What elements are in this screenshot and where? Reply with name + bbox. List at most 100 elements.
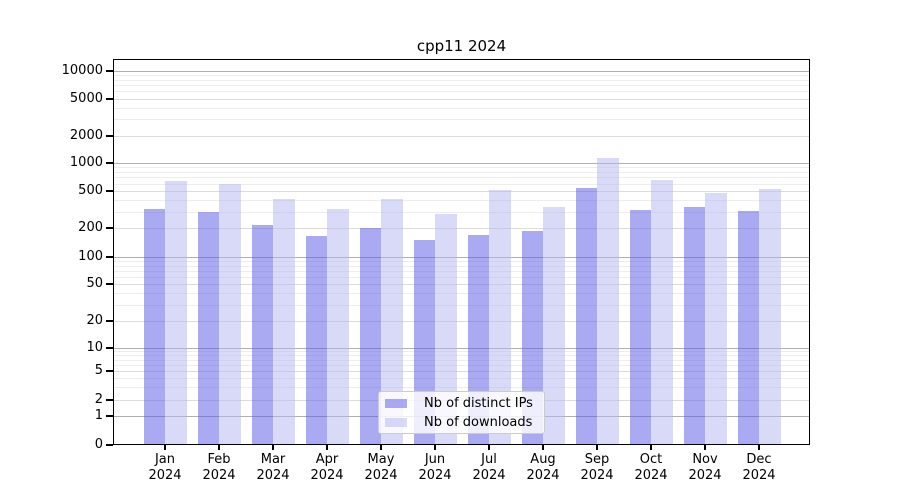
y-tick-10 bbox=[106, 347, 113, 349]
x-tick-jun bbox=[434, 445, 436, 450]
gridline-10000 bbox=[113, 71, 810, 72]
y-tick-label-5: 5 bbox=[94, 363, 103, 378]
gridline-400 bbox=[113, 200, 810, 201]
gridline-7 bbox=[113, 360, 810, 361]
y-tick-label-100: 100 bbox=[78, 249, 103, 264]
bar-distinct-ips-dec bbox=[737, 211, 760, 445]
gridline-3000 bbox=[113, 119, 810, 120]
gridline-7000 bbox=[113, 85, 810, 86]
x-tick-oct bbox=[650, 445, 652, 450]
gridline-90 bbox=[113, 261, 810, 262]
bar-distinct-ips-jan bbox=[143, 209, 166, 445]
gridline-30 bbox=[113, 305, 810, 306]
gridline-6000 bbox=[113, 91, 810, 92]
legend-item-downloads: Nb of downloads bbox=[379, 414, 544, 430]
gridline-6 bbox=[113, 365, 810, 366]
x-tick-feb bbox=[218, 445, 220, 450]
x-tick-sep bbox=[596, 445, 598, 450]
y-tick-500 bbox=[106, 190, 113, 192]
gridline-10 bbox=[113, 348, 810, 349]
y-tick-label-10: 10 bbox=[86, 340, 103, 355]
x-tick-jul bbox=[488, 445, 490, 450]
bar-distinct-ips-oct bbox=[629, 210, 652, 445]
y-tick-label-20: 20 bbox=[86, 313, 103, 328]
gridline-80 bbox=[113, 266, 810, 267]
legend-swatch-distinct-ips bbox=[385, 398, 407, 408]
bar-downloads-dec bbox=[759, 189, 781, 445]
bar-downloads-feb bbox=[219, 184, 241, 445]
gridline-5 bbox=[113, 371, 810, 372]
x-tick-label-sep: Sep 2024 bbox=[580, 452, 614, 483]
y-tick-2 bbox=[106, 399, 113, 401]
gridline-3 bbox=[113, 387, 810, 388]
x-tick-dec bbox=[758, 445, 760, 450]
y-tick-0 bbox=[106, 444, 113, 446]
bar-distinct-ips-feb bbox=[197, 212, 220, 445]
gridline-600 bbox=[113, 184, 810, 185]
x-tick-label-may: May 2024 bbox=[364, 452, 398, 483]
bar-downloads-nov bbox=[705, 193, 727, 445]
chart-title: cpp11 2024 bbox=[416, 37, 507, 55]
legend: Nb of distinct IPs Nb of downloads bbox=[378, 391, 545, 434]
x-tick-label-nov: Nov 2024 bbox=[688, 452, 722, 483]
y-tick-label-0: 0 bbox=[94, 437, 103, 452]
legend-swatch-downloads bbox=[385, 417, 407, 427]
y-tick-label-500: 500 bbox=[78, 183, 103, 198]
bar-distinct-ips-nov bbox=[683, 207, 706, 445]
x-tick-label-oct: Oct 2024 bbox=[634, 452, 668, 483]
x-tick-label-dec: Dec 2024 bbox=[742, 452, 776, 483]
bar-distinct-ips-may bbox=[359, 228, 382, 445]
x-tick-apr bbox=[326, 445, 328, 450]
bar-downloads-jan bbox=[165, 181, 187, 445]
x-tick-jan bbox=[164, 445, 166, 450]
gridline-9 bbox=[113, 351, 810, 352]
plot-area: Nb of distinct IPs Nb of downloads bbox=[113, 59, 810, 445]
gridline-200 bbox=[113, 228, 810, 229]
x-tick-mar bbox=[272, 445, 274, 450]
legend-label-downloads: Nb of downloads bbox=[424, 414, 533, 430]
gridline-1000 bbox=[113, 163, 810, 164]
bar-downloads-oct bbox=[651, 180, 673, 445]
bar-downloads-jun bbox=[435, 214, 457, 445]
y-tick-label-50: 50 bbox=[86, 276, 103, 291]
gridline-900 bbox=[113, 167, 810, 168]
x-tick-label-jun: Jun 2024 bbox=[418, 452, 452, 483]
y-tick-200 bbox=[106, 227, 113, 229]
x-tick-nov bbox=[704, 445, 706, 450]
gridline-50 bbox=[113, 284, 810, 285]
x-tick-label-feb: Feb 2024 bbox=[202, 452, 236, 483]
y-tick-1000 bbox=[106, 162, 113, 164]
y-tick-label-200: 200 bbox=[78, 220, 103, 235]
gridline-300 bbox=[113, 212, 810, 213]
x-tick-label-jan: Jan 2024 bbox=[148, 452, 182, 483]
y-tick-2000 bbox=[106, 135, 113, 137]
bar-distinct-ips-mar bbox=[251, 225, 274, 445]
x-tick-label-jul: Jul 2024 bbox=[472, 452, 506, 483]
gridline-70 bbox=[113, 271, 810, 272]
y-tick-20 bbox=[106, 320, 113, 322]
bar-downloads-may bbox=[381, 199, 403, 445]
gridline-4 bbox=[113, 378, 810, 379]
y-tick-100 bbox=[106, 256, 113, 258]
y-tick-label-2: 2 bbox=[94, 392, 103, 407]
gridline-20 bbox=[113, 321, 810, 322]
x-tick-label-mar: Mar 2024 bbox=[256, 452, 290, 483]
y-tick-label-10000: 10000 bbox=[61, 63, 103, 78]
y-tick-label-1000: 1000 bbox=[69, 155, 103, 170]
y-tick-label-5000: 5000 bbox=[69, 91, 103, 106]
gridline-4000 bbox=[113, 108, 810, 109]
bar-downloads-apr bbox=[327, 209, 349, 445]
bar-distinct-ips-sep bbox=[575, 188, 598, 445]
y-tick-label-1: 1 bbox=[94, 408, 103, 423]
y-tick-5 bbox=[106, 370, 113, 372]
x-tick-label-aug: Aug 2024 bbox=[526, 452, 560, 483]
gridline-40 bbox=[113, 293, 810, 294]
gridline-5000 bbox=[113, 99, 810, 100]
gridline-8 bbox=[113, 355, 810, 356]
gridline-2000 bbox=[113, 136, 810, 137]
x-tick-aug bbox=[542, 445, 544, 450]
gridline-100 bbox=[113, 257, 810, 258]
gridline-500 bbox=[113, 191, 810, 192]
bar-distinct-ips-apr bbox=[305, 236, 328, 445]
